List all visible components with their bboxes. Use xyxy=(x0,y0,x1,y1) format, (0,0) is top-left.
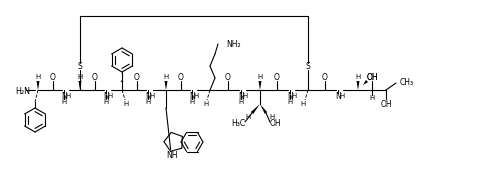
Text: H₂N: H₂N xyxy=(15,87,30,96)
Text: H: H xyxy=(62,99,66,105)
Polygon shape xyxy=(260,104,267,114)
Polygon shape xyxy=(258,81,262,90)
Text: H: H xyxy=(78,74,82,80)
Text: OH: OH xyxy=(380,100,392,109)
Text: CH₃: CH₃ xyxy=(400,78,414,87)
Text: N: N xyxy=(61,91,67,100)
Text: O: O xyxy=(134,73,140,82)
Text: H: H xyxy=(190,99,194,105)
Text: H: H xyxy=(370,95,374,101)
Text: OH: OH xyxy=(366,73,378,82)
Text: H: H xyxy=(288,99,292,105)
Text: H: H xyxy=(66,93,70,99)
Text: NH: NH xyxy=(166,152,177,161)
Text: H: H xyxy=(204,101,208,107)
Text: N: N xyxy=(103,91,109,100)
Text: O: O xyxy=(274,73,280,82)
Text: OH: OH xyxy=(366,73,378,82)
Text: H: H xyxy=(150,93,154,99)
Text: O: O xyxy=(178,73,184,82)
Text: H: H xyxy=(36,74,41,80)
Text: H: H xyxy=(194,93,198,99)
Text: S: S xyxy=(306,62,310,71)
Polygon shape xyxy=(251,104,260,114)
Text: H: H xyxy=(356,74,360,80)
Text: N: N xyxy=(145,91,151,100)
Text: N: N xyxy=(335,91,341,100)
Text: H: H xyxy=(238,99,244,105)
Text: N: N xyxy=(238,91,244,100)
Polygon shape xyxy=(164,81,168,90)
Text: O: O xyxy=(225,73,231,82)
Text: H: H xyxy=(242,93,248,99)
Text: H₃C: H₃C xyxy=(231,120,245,129)
Text: H: H xyxy=(270,114,274,120)
Text: H: H xyxy=(258,74,262,80)
Polygon shape xyxy=(36,81,40,90)
Text: N: N xyxy=(287,91,293,100)
Text: H: H xyxy=(164,74,168,80)
Text: NH₂: NH₂ xyxy=(226,39,240,48)
Text: H: H xyxy=(300,101,306,107)
Text: S: S xyxy=(78,62,82,71)
Polygon shape xyxy=(363,80,368,85)
Polygon shape xyxy=(78,81,82,90)
Text: O: O xyxy=(92,73,98,82)
Polygon shape xyxy=(120,80,124,82)
Text: O: O xyxy=(50,73,56,82)
Text: H: H xyxy=(146,99,150,105)
Text: H: H xyxy=(292,93,296,99)
Text: H: H xyxy=(340,93,344,99)
Text: H: H xyxy=(108,93,112,99)
Polygon shape xyxy=(356,81,360,90)
Text: N: N xyxy=(189,91,195,100)
Text: H: H xyxy=(124,101,128,107)
Text: H: H xyxy=(246,114,250,120)
Text: O: O xyxy=(322,73,328,82)
Text: H: H xyxy=(104,99,108,105)
Text: OH: OH xyxy=(270,120,281,129)
